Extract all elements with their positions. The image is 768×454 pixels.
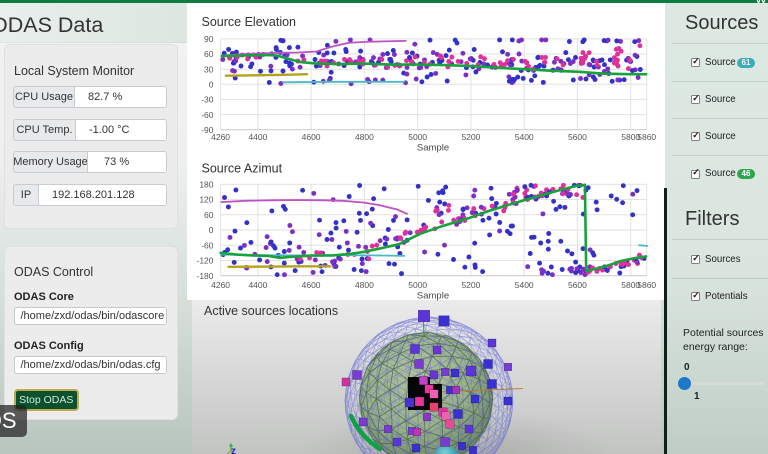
svg-text:180: 180 — [199, 180, 213, 190]
svg-text:4800: 4800 — [355, 280, 374, 290]
svg-text:Source Azimut: Source Azimut — [202, 162, 283, 176]
svg-text:-60: -60 — [201, 240, 214, 250]
svg-text:60: 60 — [204, 210, 214, 220]
svg-text:90: 90 — [204, 34, 214, 44]
svg-text:4600: 4600 — [302, 280, 321, 290]
svg-text:5200: 5200 — [461, 132, 480, 142]
svg-text:5400: 5400 — [515, 280, 534, 290]
svg-text:4260: 4260 — [211, 132, 230, 142]
svg-text:-60: -60 — [201, 110, 214, 120]
svg-text:-90: -90 — [201, 125, 214, 135]
svg-text:5600: 5600 — [568, 280, 587, 290]
svg-text:Source Elevation: Source Elevation — [202, 15, 297, 29]
svg-text:5600: 5600 — [568, 132, 587, 142]
svg-text:5000: 5000 — [408, 280, 427, 290]
svg-text:60: 60 — [204, 49, 214, 59]
svg-text:0: 0 — [209, 225, 214, 235]
svg-text:4260: 4260 — [211, 280, 230, 290]
svg-text:5800: 5800 — [621, 280, 640, 290]
svg-text:5860: 5860 — [637, 280, 656, 290]
svg-text:5200: 5200 — [461, 280, 480, 290]
svg-text:4400: 4400 — [248, 280, 267, 290]
svg-text:-120: -120 — [196, 256, 213, 266]
svg-text:z: z — [231, 446, 236, 454]
svg-text:-30: -30 — [201, 95, 214, 105]
svg-text:5860: 5860 — [637, 132, 656, 142]
svg-text:4400: 4400 — [248, 132, 267, 142]
svg-text:Active sources locations: Active sources locations — [204, 304, 338, 318]
svg-text:5400: 5400 — [515, 132, 534, 142]
svg-text:0: 0 — [209, 80, 214, 90]
svg-text:5000: 5000 — [408, 132, 427, 142]
svg-text:5800: 5800 — [621, 132, 640, 142]
svg-text:30: 30 — [204, 64, 214, 74]
svg-text:Sample: Sample — [417, 142, 449, 153]
svg-text:Sample: Sample — [417, 290, 449, 301]
svg-text:4800: 4800 — [355, 132, 374, 142]
svg-text:120: 120 — [199, 195, 213, 205]
svg-text:4600: 4600 — [302, 132, 321, 142]
svg-text:-180: -180 — [196, 271, 213, 281]
